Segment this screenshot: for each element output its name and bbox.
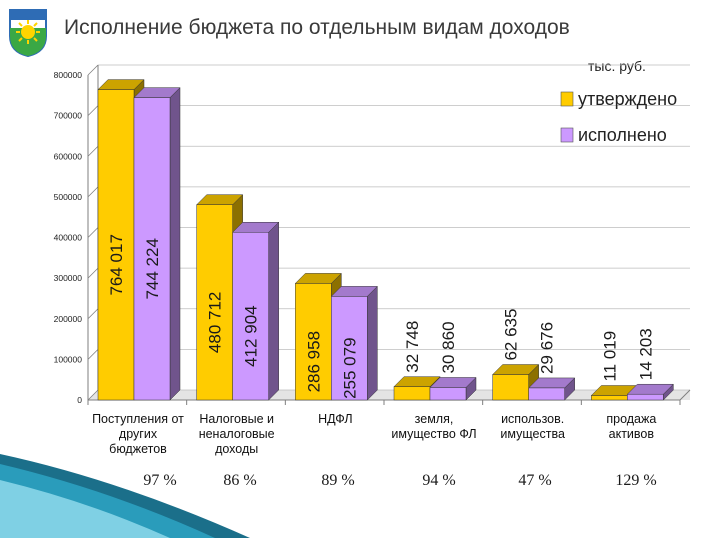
bar-approved: [295, 283, 332, 401]
bar-approved: [393, 386, 431, 401]
y-tick-label: 600000: [54, 151, 83, 161]
x-category-label: земля,: [415, 412, 454, 426]
gridline-depth: [87, 267, 99, 279]
y-tick-label: 800000: [54, 70, 83, 80]
data-label: 11 019: [600, 331, 619, 382]
x-category-label: НДФЛ: [318, 412, 353, 426]
x-category-label: активов: [609, 427, 655, 441]
legend-label: утверждено: [578, 89, 677, 109]
data-label: 744 224: [143, 238, 162, 299]
data-label: 480 712: [206, 292, 225, 353]
x-category-label: других: [119, 427, 158, 441]
legend: утверждено исполнено: [560, 89, 677, 145]
y-tick-label: 100000: [54, 354, 83, 364]
gridline-depth: [87, 145, 99, 157]
bar-executed: [331, 296, 368, 401]
bar-executed: [627, 393, 664, 401]
gridline-depth: [87, 349, 99, 360]
gridline-depth: [87, 389, 99, 401]
y-tick-label: 0: [77, 395, 82, 405]
legend-swatch: [560, 91, 574, 107]
x-category-label: Поступления от: [92, 412, 184, 426]
x-category-label: использов.: [501, 412, 564, 426]
gridline-depth: [87, 227, 99, 238]
data-label: 764 017: [107, 234, 126, 295]
x-category-label: Налоговые и: [199, 412, 274, 426]
data-label: 29 676: [538, 322, 557, 374]
bar-executed: [429, 387, 467, 401]
bar-side: [268, 221, 279, 401]
bar-executed: [528, 387, 565, 401]
data-label: 14 203: [636, 328, 655, 380]
y-tick-label: 700000: [54, 111, 83, 121]
x-category-label: имущества: [500, 427, 565, 441]
y-tick-label: 500000: [54, 192, 83, 202]
decorative-swoosh: [0, 454, 250, 538]
y-tick-label: 400000: [54, 233, 83, 243]
x-category-label: бюджетов: [109, 442, 167, 456]
gridline-depth: [87, 105, 99, 116]
bar-side: [367, 285, 378, 401]
unit-label: тыс. руб.: [588, 58, 646, 74]
bar-approved: [591, 395, 628, 401]
x-axis-end: [679, 389, 691, 401]
x-category-label: неналоговые: [199, 427, 275, 441]
y-tick-label: 300000: [54, 273, 83, 283]
data-label: 62 635: [502, 309, 521, 361]
x-category-label: имущество ФЛ: [391, 427, 476, 441]
bar-executed: [232, 232, 269, 401]
data-label: 30 860: [439, 321, 458, 373]
y-tick-label: 200000: [54, 314, 83, 324]
bar-side: [169, 87, 181, 401]
x-category-label: продажа: [606, 412, 656, 426]
bar-executed: [133, 97, 171, 401]
gridline-depth: [87, 186, 99, 198]
data-label: 412 904: [242, 305, 261, 366]
page-title: Исполнение бюджета по отдельным видам до…: [64, 16, 570, 39]
bar-approved: [492, 374, 529, 401]
bar-approved: [97, 89, 135, 401]
data-label: 32 748: [403, 321, 422, 373]
emblem-icon: [9, 9, 47, 58]
bar-approved: [196, 204, 233, 401]
gridline-depth: [87, 64, 99, 76]
legend-swatch: [560, 127, 574, 143]
x-category-label: доходы: [215, 442, 258, 456]
data-label: 286 958: [304, 331, 323, 392]
data-label: 255 079: [340, 337, 359, 398]
gridline-depth: [87, 308, 99, 320]
legend-label: исполнено: [578, 125, 667, 145]
